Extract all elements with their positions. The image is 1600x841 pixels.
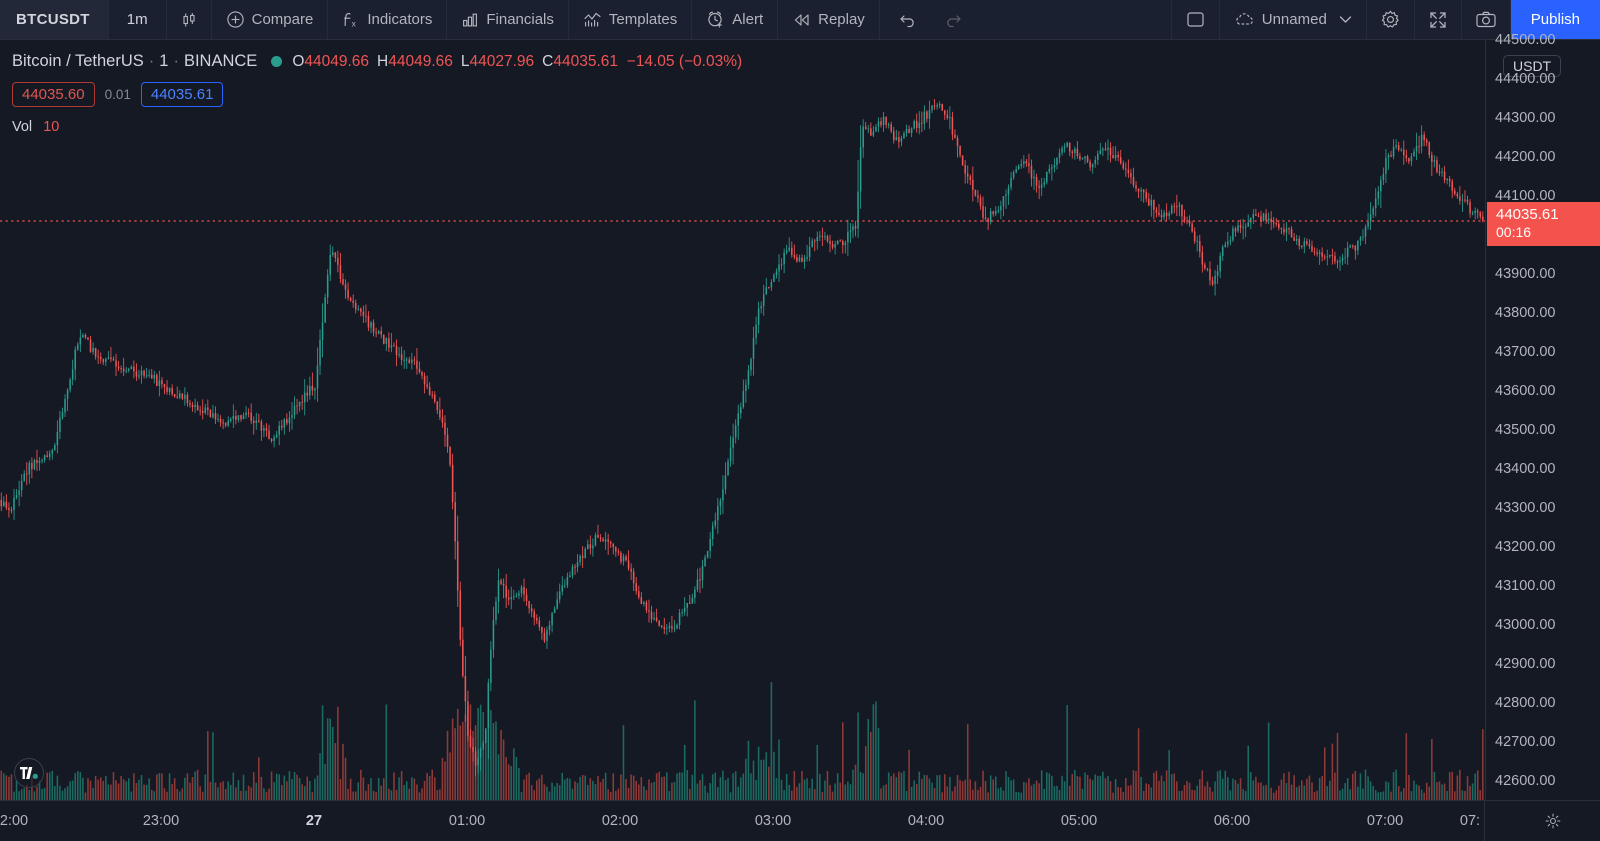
time-axis-label: 05:00 [1060,813,1098,829]
interval-label: 1m [126,11,148,28]
time-axis-label: 04:00 [907,813,945,829]
price-axis-label: 43700.00 [1495,343,1556,360]
current-price-badge[interactable]: 44035.61 00:16 [1487,201,1600,247]
price-axis[interactable]: USDT 44500.00 44400.00 44300.00 44200.00 441… [1485,32,1600,800]
spread-value: 0.01 [104,87,131,102]
price-axis-label: 43400.00 [1495,460,1556,477]
price-axis-label: 44400.00 [1495,70,1556,87]
alert-label: Alert [732,11,764,28]
fullscreen-icon [1428,10,1448,30]
time-axis-label: 23:00 [142,813,180,829]
single-layout-icon [1185,9,1206,30]
time-axis-settings-icon[interactable] [1544,812,1562,830]
templates-icon [583,11,602,29]
price-axis-label: 43200.00 [1495,538,1556,555]
camera-icon [1475,10,1497,29]
price-axis-label: 42900.00 [1495,655,1556,672]
price-axis-label: 44100.00 [1495,187,1556,204]
time-axis-label: 2:00 [0,813,29,829]
publish-button[interactable]: Publish [1510,0,1600,39]
currency-badge[interactable]: USDT [1503,55,1562,77]
candlestick-series [0,99,1485,800]
price-axis-label: 43100.00 [1495,577,1556,594]
alarm-clock-plus-icon [706,10,725,29]
price-axis-label: 44500.00 [1495,32,1556,48]
current-price-value: 44035.61 [1496,205,1559,223]
chart-container: Bitcoin / TetherUS · 1 · BINANCE O44049.… [0,32,1600,841]
compare-label: Compare [251,11,314,28]
snapshot-button[interactable] [1462,0,1511,39]
replay-button[interactable]: Replay [778,0,880,39]
save-layout-button[interactable]: Unnamed [1220,0,1367,39]
rewind-icon [792,12,811,28]
templates-label: Templates [608,11,678,28]
time-axis-label: 07: [1459,813,1481,829]
chart-style-button[interactable] [167,0,212,39]
price-axis-label: 43300.00 [1495,499,1556,516]
undo-arrow-icon[interactable] [890,12,927,28]
time-axis-label: 07:00 [1366,813,1404,829]
interval-button[interactable]: 1m [109,0,167,39]
financials-label: Financials [486,11,554,28]
price-axis-label: 43900.00 [1495,265,1556,282]
price-axis-label: 44300.00 [1495,109,1556,126]
publish-label: Publish [1530,11,1580,28]
layout-select-button[interactable] [1172,0,1220,39]
time-axis-label: 03:00 [754,813,792,829]
chart-plot-area[interactable] [0,40,1485,800]
sell-bid-button[interactable]: 44035.60 [12,82,95,107]
toolbar-spacer [975,0,1172,39]
price-axis-label: 42700.00 [1495,733,1556,750]
gear-icon [1380,9,1401,30]
axis-divider [1484,801,1485,841]
price-axis-label: 43600.00 [1495,382,1556,399]
chart-settings-button[interactable] [1367,0,1415,39]
time-axis-label: 27 [305,813,323,829]
candlestick-icon [180,11,198,29]
chevron-down-icon [1339,15,1352,24]
price-axis-label: 43500.00 [1495,421,1556,438]
top-toolbar: BTCUSDT 1m C [0,0,1600,40]
alert-button[interactable]: Alert [692,0,779,39]
indicators-button[interactable]: x Indicators [328,0,448,39]
time-axis-label: 01:00 [448,813,486,829]
buy-ask-button[interactable]: 44035.61 [140,82,224,107]
trade-buttons-row: 44035.60 0.01 44035.61 [12,82,742,107]
plus-circle-icon [226,10,245,29]
price-axis-label: 43800.00 [1495,304,1556,321]
templates-button[interactable]: Templates [569,0,693,39]
price-axis-label: 42600.00 [1495,772,1556,789]
price-axis-label: 44200.00 [1495,148,1556,165]
indicators-label: Indicators [367,11,433,28]
symbol-label: BTCUSDT [16,11,90,28]
replay-label: Replay [818,11,865,28]
svg-text:x: x [352,20,356,29]
function-fx-icon: x [342,10,360,29]
bid-price: 44035.60 [22,86,85,103]
time-axis[interactable]: 2:00 23:00 27 01:00 02:00 03:00 04:00 05:00 06:0… [0,800,1600,841]
symbol-search-button[interactable]: BTCUSDT [0,0,109,39]
ask-price: 44035.61 [150,86,214,103]
toolbar-right-group: Unnamed [1172,0,1600,39]
tradingview-logo-icon[interactable] [14,758,44,788]
bar-countdown: 00:16 [1496,224,1532,241]
undo-redo-group [880,0,975,39]
time-axis-label: 02:00 [601,813,639,829]
fullscreen-button[interactable] [1415,0,1462,39]
cloud-icon [1234,11,1255,28]
compare-button[interactable]: Compare [212,0,329,39]
layout-name-label: Unnamed [1261,11,1327,28]
redo-arrow-icon[interactable] [934,12,971,28]
time-axis-label: 06:00 [1213,813,1251,829]
financials-button[interactable]: Financials [447,0,569,39]
price-axis-label: 43000.00 [1495,616,1556,633]
price-axis-label: 42800.00 [1495,694,1556,711]
bar-chart-icon [461,11,479,29]
